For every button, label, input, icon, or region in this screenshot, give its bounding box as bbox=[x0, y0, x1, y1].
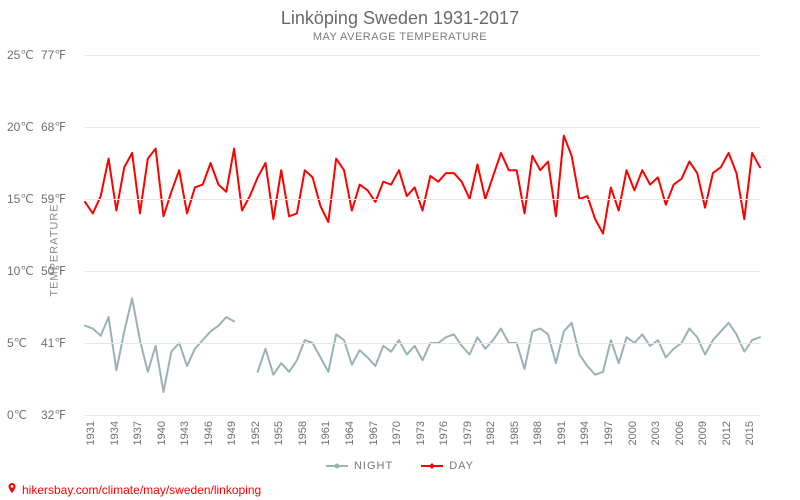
gridline bbox=[85, 343, 760, 344]
x-tick: 1934 bbox=[109, 421, 121, 445]
x-tick: 1982 bbox=[485, 421, 497, 445]
x-tick: 1931 bbox=[85, 421, 97, 445]
gridline bbox=[85, 271, 760, 272]
y-tick-left: 10℃ bbox=[7, 264, 34, 278]
y-axis-label: TEMPERATURE bbox=[49, 203, 61, 296]
y-tick-left: 20℃ bbox=[7, 120, 34, 134]
x-tick: 1958 bbox=[297, 421, 309, 445]
y-tick-left: 5℃ bbox=[7, 336, 27, 350]
gridline bbox=[85, 55, 760, 56]
y-tick-left: 15℃ bbox=[7, 192, 34, 206]
x-tick: 1949 bbox=[226, 421, 238, 445]
x-tick: 1937 bbox=[132, 421, 144, 445]
y-tick-right: 32℉ bbox=[41, 408, 66, 422]
x-tick: 1955 bbox=[273, 421, 285, 445]
x-tick: 1952 bbox=[250, 421, 262, 445]
gridline bbox=[85, 199, 760, 200]
chart-svg bbox=[85, 55, 760, 415]
pin-icon bbox=[6, 482, 18, 497]
x-tick: 1964 bbox=[344, 421, 356, 445]
x-tick: 1940 bbox=[156, 421, 168, 445]
y-tick-right: 68℉ bbox=[41, 120, 66, 134]
x-tick: 1946 bbox=[203, 421, 215, 445]
gridline bbox=[85, 415, 760, 416]
night-line bbox=[258, 323, 760, 375]
night-line bbox=[85, 298, 234, 392]
legend-label: NIGHT bbox=[354, 460, 393, 472]
x-tick: 1979 bbox=[462, 421, 474, 445]
y-tick-right: 77℉ bbox=[41, 48, 66, 62]
y-tick-right: 50℉ bbox=[41, 264, 66, 278]
source-url: hikersbay.com/climate/may/sweden/linkopi… bbox=[22, 483, 261, 497]
y-tick-left: 0℃ bbox=[7, 408, 27, 422]
chart-container: Linköping Sweden 1931-2017 MAY AVERAGE T… bbox=[0, 0, 800, 500]
legend-label: DAY bbox=[449, 460, 474, 472]
x-tick: 1970 bbox=[391, 421, 403, 445]
chart-subtitle: MAY AVERAGE TEMPERATURE bbox=[0, 31, 800, 43]
x-tick: 2003 bbox=[650, 421, 662, 445]
x-tick: 1976 bbox=[438, 421, 450, 445]
x-tick: 2000 bbox=[627, 421, 639, 445]
legend-item-night: NIGHT bbox=[326, 460, 393, 472]
source-footer: hikersbay.com/climate/may/sweden/linkopi… bbox=[6, 482, 261, 497]
x-tick: 2006 bbox=[674, 421, 686, 445]
x-tick: 1988 bbox=[532, 421, 544, 445]
x-tick: 1991 bbox=[556, 421, 568, 445]
day-swatch-icon bbox=[421, 460, 443, 472]
x-tick: 1994 bbox=[579, 421, 591, 445]
x-tick: 1967 bbox=[368, 421, 380, 445]
chart-title: Linköping Sweden 1931-2017 bbox=[0, 0, 800, 29]
x-tick: 1943 bbox=[179, 421, 191, 445]
day-line bbox=[85, 136, 760, 234]
x-tick: 1973 bbox=[415, 421, 427, 445]
x-tick: 1997 bbox=[603, 421, 615, 445]
plot-area: 0℃5℃10℃15℃20℃25℃32℉41℉50℉59℉68℉77℉193119… bbox=[85, 55, 760, 415]
x-tick: 1961 bbox=[320, 421, 332, 445]
legend: NIGHT DAY bbox=[326, 460, 474, 472]
night-swatch-icon bbox=[326, 460, 348, 472]
legend-item-day: DAY bbox=[421, 460, 474, 472]
x-tick: 2012 bbox=[721, 421, 733, 445]
x-tick: 2009 bbox=[697, 421, 709, 445]
x-tick: 2015 bbox=[744, 421, 756, 445]
y-tick-right: 59℉ bbox=[41, 192, 66, 206]
x-tick: 1985 bbox=[509, 421, 521, 445]
gridline bbox=[85, 127, 760, 128]
y-tick-right: 41℉ bbox=[41, 336, 66, 350]
y-tick-left: 25℃ bbox=[7, 48, 34, 62]
